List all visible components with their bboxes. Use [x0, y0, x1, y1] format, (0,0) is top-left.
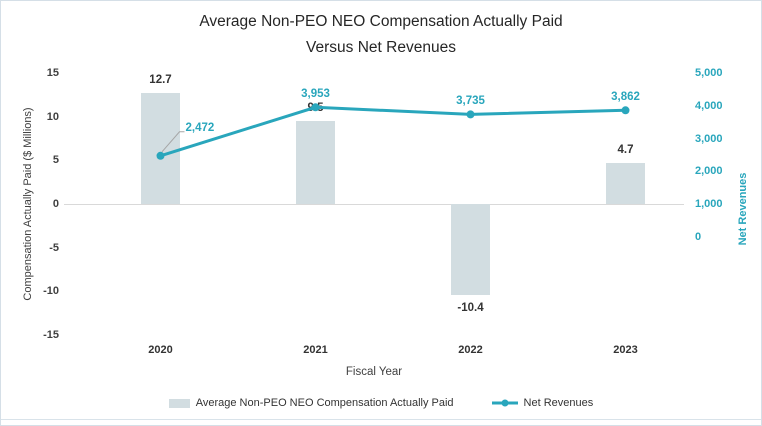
right-axis-tick-label: 0 [695, 230, 702, 243]
bottom-divider [1, 419, 761, 420]
left-axis-tick-label: 0 [52, 198, 59, 210]
left-axis-tick-label: 15 [46, 67, 59, 79]
legend: Average Non-PEO NEO Compensation Actuall… [1, 397, 761, 409]
net-revenues-line [159, 105, 627, 158]
right-axis-tick-label: 2,000 [695, 165, 723, 178]
x-axis-title: Fiscal Year [345, 366, 403, 378]
chart-title-line2: Versus Net Revenues [306, 39, 456, 56]
line-value-label: 3,953 [301, 88, 330, 101]
right-axis-tick-label: 5,000 [695, 67, 723, 79]
chart-title: Average Non-PEO NEO Compensation Actuall… [1, 9, 761, 61]
zero-gridline [64, 204, 684, 205]
bar-2023 [606, 162, 645, 204]
bar-2022 [451, 204, 490, 295]
line-point-marker-2023 [621, 106, 630, 115]
left-axis-tick-label: -5 [49, 241, 59, 254]
left-axis-tick-label: -10 [43, 285, 59, 298]
right-axis-tick-label: 4,000 [695, 99, 723, 112]
left-axis-tick-label: 10 [46, 110, 59, 123]
bar-value-label: 4.7 [617, 143, 634, 156]
x-tick-label-2023: 2023 [613, 344, 638, 356]
legend-label-net-revenues: Net Revenues [523, 397, 594, 409]
right-axis-tick-label: 1,000 [695, 198, 723, 210]
chart-title-line1: Average Non-PEO NEO Compensation Actuall… [199, 13, 563, 30]
left-axis-tick-label: 5 [52, 154, 59, 167]
bar-series-swatch-icon [168, 398, 190, 408]
left-axis-tick-label: -15 [43, 329, 59, 341]
bar-value-label: -10.4 [457, 301, 484, 314]
legend-label-compensation: Average Non-PEO NEO Compensation Actuall… [195, 397, 454, 409]
line-point-marker-2022 [466, 110, 475, 119]
legend-item-net-revenues: Net Revenues [491, 397, 594, 409]
line-value-label: 3,735 [456, 95, 485, 108]
line-value-label: 3,862 [611, 91, 640, 104]
bar-2021 [296, 121, 335, 204]
line-series-swatch-icon [491, 399, 518, 407]
x-tick-label-2020: 2020 [148, 344, 173, 356]
bar-value-label: 12.7 [149, 74, 172, 87]
x-tick-label-2022: 2022 [458, 344, 483, 356]
right-axis-tick-label: 3,000 [695, 132, 723, 145]
bar-2020 [141, 93, 180, 204]
bar-value-label: 9.5 [307, 102, 324, 115]
line-value-label: 2,472 [185, 121, 215, 134]
x-tick-label-2021: 2021 [303, 344, 328, 356]
legend-item-compensation: Average Non-PEO NEO Compensation Actuall… [168, 397, 454, 409]
